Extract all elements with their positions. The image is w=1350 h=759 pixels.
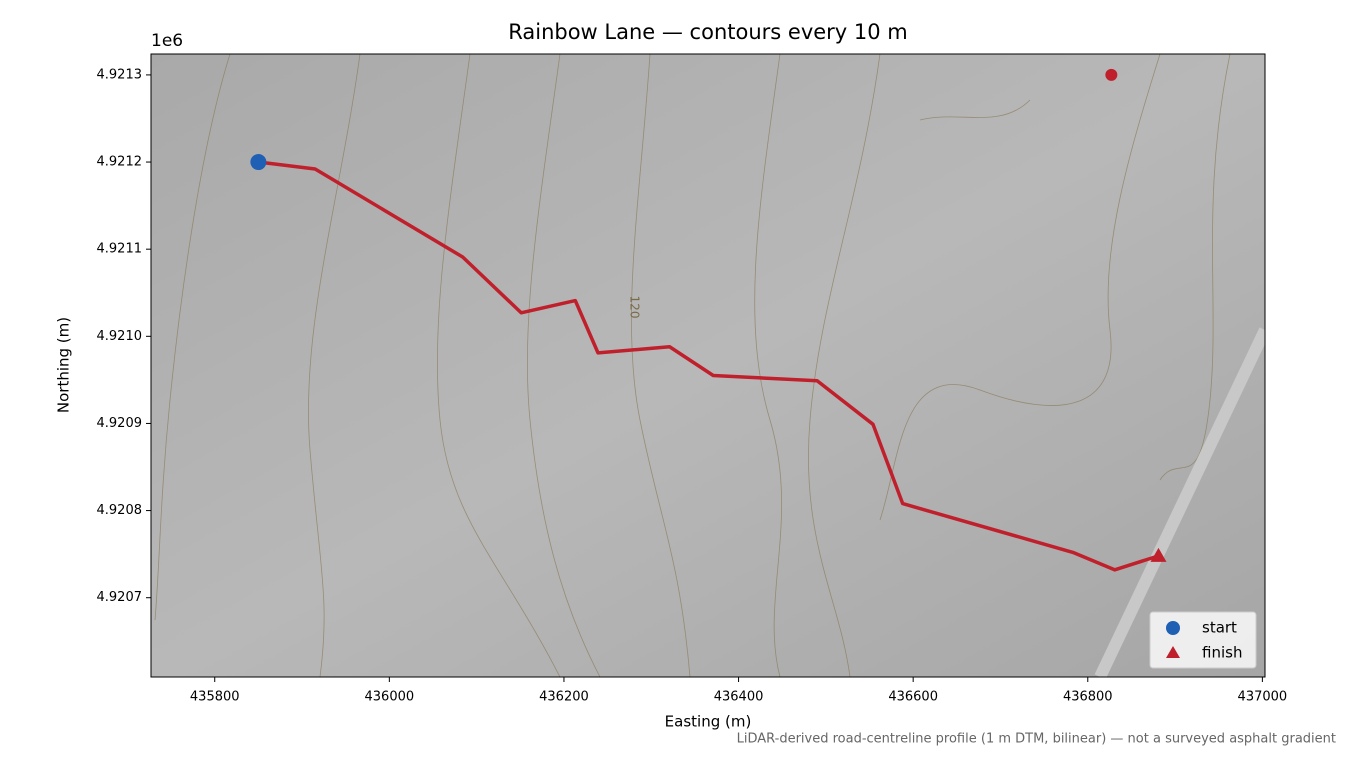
x-tick-label: 435800 [190,690,240,705]
contour-label: 120 [628,296,642,319]
route-line [258,160,1160,572]
y-tick-label: 4.9208 [97,503,143,518]
y-tick-label: 4.9209 [97,416,143,431]
x-axis-label: Easting (m) [665,713,752,731]
x-tick-label: 437000 [1238,690,1288,705]
x-tick-label: 436400 [714,690,764,705]
footnote: LiDAR-derived road-centreline profile (1… [737,732,1336,747]
y-tick-label: 4.9210 [97,329,143,344]
y-tick-label: 4.9212 [97,155,143,170]
x-tick-label: 436000 [365,690,415,705]
y-tick-label: 4.9213 [97,67,143,82]
legend: start finish [1149,611,1257,669]
x-tick-label: 436600 [888,690,938,705]
legend-marker [1166,621,1180,635]
y-tick-label: 4.9207 [97,590,143,605]
point-marker [1105,68,1118,81]
start-marker [250,154,267,171]
y-offset-label: 1e6 [151,31,183,51]
finish-marker [1150,547,1167,562]
x-tick-label: 436800 [1063,690,1113,705]
y-tick-label: 4.9211 [97,242,143,257]
y-axis-label: Northing (m) [55,317,73,413]
legend-label: start [1202,619,1237,637]
hillshade [151,54,1265,677]
road [1094,327,1265,677]
chart-title: Rainbow Lane — contours every 10 m [508,20,908,44]
contours [154,54,1231,677]
plot-frame [150,53,1266,678]
x-tick-label: 436200 [539,690,589,705]
legend-label: finish [1202,644,1242,662]
legend-marker [1166,646,1180,658]
